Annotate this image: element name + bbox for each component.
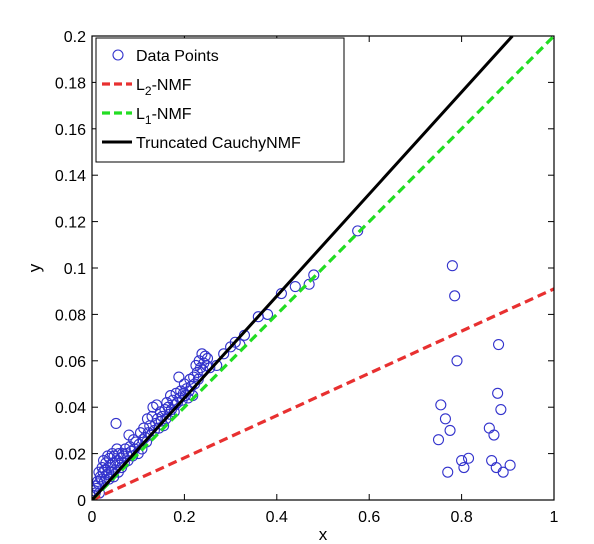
data-point: [462, 452, 475, 464]
data-point: [275, 287, 287, 300]
data-point: [449, 290, 461, 302]
x-tick-label: 0.2: [173, 509, 195, 526]
data-point: [493, 339, 505, 351]
data-point: [130, 436, 142, 448]
series-layer: [92, 36, 554, 500]
x-tick-label: 1: [550, 509, 559, 526]
y-tick-label: 0.04: [55, 400, 86, 417]
y-tick-label: 0.18: [55, 75, 86, 92]
y-tick-label: 0.12: [55, 215, 86, 232]
series-data-points: [92, 225, 516, 500]
data-point: [483, 422, 495, 434]
data-point: [147, 401, 159, 413]
data-point: [289, 281, 301, 293]
x-tick-label: 0: [88, 509, 97, 526]
x-tick-label: 0.4: [266, 509, 288, 526]
data-point: [262, 308, 274, 320]
data-point: [204, 362, 216, 374]
series-clip: [92, 36, 554, 500]
data-point: [151, 399, 163, 411]
series-l1-nmf-line: [92, 36, 554, 500]
data-point: [435, 399, 447, 411]
y-tick-label: 0.16: [55, 122, 86, 139]
data-point: [444, 424, 456, 436]
y-tick-label: 0.14: [55, 168, 86, 185]
legend-box: [95, 37, 345, 163]
legend-label: Data Points: [136, 48, 219, 65]
legend-label: L1-NMF: [136, 106, 192, 127]
legend-label: Truncated CauchyNMF: [136, 135, 301, 152]
y-tick-label: 0.02: [55, 447, 86, 464]
data-point: [432, 434, 445, 446]
x-tick-label: 0.8: [450, 509, 472, 526]
data-point: [492, 387, 504, 399]
x-axis: 0 0.2 0.4 0.6 0.8 1: [88, 36, 559, 526]
legend: Data Points L2-NMF L1-NMF Truncated CauchyN…: [95, 37, 345, 163]
legend-item: Data Points: [112, 48, 219, 65]
data-point: [442, 466, 454, 478]
legend-item: L1-NMF: [102, 106, 192, 127]
data-point: [490, 461, 502, 474]
data-point: [308, 269, 320, 281]
data-point: [446, 260, 458, 272]
legend-item: Truncated CauchyNMF: [102, 135, 301, 152]
data-point: [488, 429, 500, 441]
data-point: [504, 459, 516, 471]
legend-item: L2-NMF: [102, 77, 192, 98]
data-point: [458, 461, 470, 474]
y-tick-label: 0.06: [55, 354, 86, 371]
series-truncated-cauchynmf-line: [92, 36, 514, 500]
legend-label: L2-NMF: [136, 77, 192, 98]
series-l2-nmf-line: [92, 287, 554, 500]
y-tick-label: 0.1: [64, 261, 86, 278]
data-point: [495, 403, 507, 416]
data-point: [352, 225, 364, 237]
legend-marker: [112, 49, 124, 61]
data-point: [110, 417, 122, 429]
data-point: [303, 278, 315, 290]
data-point: [218, 348, 230, 360]
data-point: [451, 355, 463, 367]
y-tick-label: 0.2: [64, 29, 86, 46]
x-axis-label: x: [319, 525, 328, 544]
data-point: [439, 413, 451, 425]
data-point: [497, 466, 509, 478]
y-tick-label: 0: [77, 493, 86, 510]
y-axis-label: y: [25, 263, 44, 272]
data-point: [456, 455, 468, 467]
x-tick-label: 0.6: [358, 509, 380, 526]
y-tick-label: 0.08: [55, 307, 86, 324]
data-point: [486, 455, 498, 467]
data-point: [173, 371, 185, 383]
y-axis: 0 0.02 0.04 0.06 0.08 0.1 0.12 0.14 0.16 0.18 0.2: [55, 29, 554, 510]
